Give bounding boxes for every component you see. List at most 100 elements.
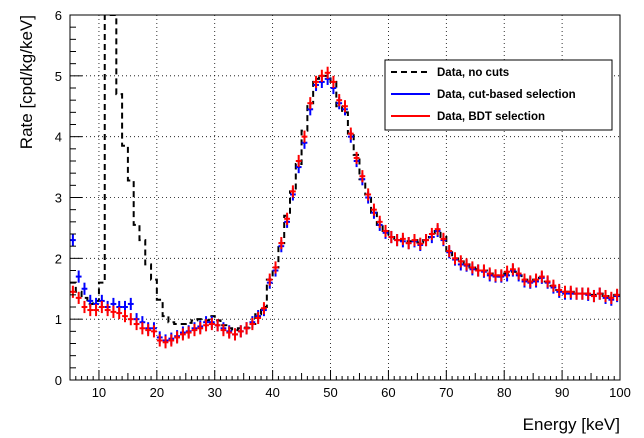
series-bdt-point xyxy=(608,291,615,304)
series-bdt-point xyxy=(301,130,308,143)
series-bdt-point xyxy=(544,275,551,288)
series-bdt-point xyxy=(261,302,267,315)
series-bdt-point xyxy=(452,252,458,265)
series-bdt-point xyxy=(585,287,592,300)
series-cut-based-point xyxy=(70,234,76,247)
series-bdt-point xyxy=(122,310,128,323)
series-bdt-point xyxy=(573,287,580,300)
series-bdt-point xyxy=(295,154,302,168)
series-bdt-point xyxy=(156,334,163,347)
series-bdt-point xyxy=(556,283,563,297)
x-tick-label: 30 xyxy=(208,385,222,400)
series-bdt-point xyxy=(562,285,568,298)
series-bdt-point xyxy=(342,100,348,113)
series-bdt-point xyxy=(70,285,76,298)
series-bdt-point xyxy=(151,325,157,338)
series-bdt-point xyxy=(492,269,499,282)
series-cut-based-point xyxy=(75,270,82,283)
series-bdt-point xyxy=(278,237,285,250)
series-bdt-point xyxy=(359,170,366,183)
series-bdt-point xyxy=(318,69,325,82)
series-bdt-point xyxy=(371,203,377,216)
y-tick-label: 2 xyxy=(55,251,62,266)
series-bdt-point xyxy=(579,287,586,300)
series-bdt-point xyxy=(255,311,262,325)
series-bdt-point xyxy=(434,223,441,236)
y-tick-label: 1 xyxy=(55,312,62,327)
series-cut-based-point xyxy=(81,282,88,295)
series-bdt-point xyxy=(527,275,534,288)
series-bdt-point xyxy=(405,237,412,250)
series-bdt-point xyxy=(93,303,99,317)
series-bdt-point xyxy=(203,319,209,332)
series-bdt-point xyxy=(243,322,250,335)
series-bdt-point xyxy=(214,319,221,332)
x-tick-label: 90 xyxy=(555,385,569,400)
series-bdt-point xyxy=(208,317,215,331)
y-tick-label: 3 xyxy=(55,191,62,206)
series-bdt-point xyxy=(550,279,557,292)
x-tick-label: 60 xyxy=(381,385,395,400)
x-tick-label: 80 xyxy=(497,385,511,400)
series-bdt-point xyxy=(174,331,180,344)
y-tick-label: 6 xyxy=(55,8,62,23)
series-bdt-point xyxy=(145,324,152,337)
x-tick-label: 100 xyxy=(609,385,631,400)
series-bdt-point xyxy=(596,287,603,300)
series-bdt-group xyxy=(70,66,620,349)
series-bdt-point xyxy=(428,227,435,241)
y-axis-label: Rate [cpd/kg/keV] xyxy=(17,15,36,149)
x-tick-label: 50 xyxy=(323,385,337,400)
series-no-cuts-line xyxy=(70,15,620,332)
series-bdt-point xyxy=(515,267,522,280)
series-bdt-point xyxy=(139,322,146,335)
series-bdt-point xyxy=(330,75,337,88)
x-tick-label: 20 xyxy=(150,385,164,400)
legend-label-bdt: Data, BDT selection xyxy=(437,111,545,123)
series-bdt-point xyxy=(510,263,516,276)
axis-ticks xyxy=(69,14,621,381)
series-bdt-point xyxy=(347,127,354,140)
series-bdt-point xyxy=(394,234,400,247)
series-bdt-point xyxy=(481,264,487,277)
series-bdt-point xyxy=(336,94,343,107)
series-bdt-point xyxy=(463,258,470,271)
series-bdt-point xyxy=(191,324,198,337)
x-tick-label: 40 xyxy=(265,385,279,400)
y-tick-label: 0 xyxy=(55,373,62,388)
x-tick-label: 70 xyxy=(439,385,453,400)
series-bdt-point xyxy=(382,224,389,238)
series-bdt-point xyxy=(475,264,482,277)
series-bdt-point xyxy=(423,234,429,247)
series-bdt-point xyxy=(388,230,395,244)
series-bdt-point xyxy=(220,324,227,337)
series-bdt-point xyxy=(168,334,175,347)
series-layer xyxy=(70,15,620,349)
x-tick-label: 10 xyxy=(92,385,106,400)
series-bdt-point xyxy=(127,313,134,326)
series-bdt-point xyxy=(504,265,510,278)
series-bdt-point xyxy=(98,300,105,314)
series-bdt-point xyxy=(249,317,256,331)
series-bdt-point xyxy=(197,322,204,335)
series-bdt-point xyxy=(486,267,493,280)
series-cut-based-point xyxy=(127,297,134,311)
series-bdt-point xyxy=(104,303,111,317)
series-bdt-point xyxy=(87,303,94,317)
series-bdt-point xyxy=(290,185,296,198)
series-bdt-point xyxy=(266,273,273,286)
series-bdt-point xyxy=(521,273,528,286)
series-bdt-point xyxy=(440,232,447,245)
series-bdt-point xyxy=(110,305,117,318)
series-bdt-point xyxy=(226,326,233,339)
series-bdt-point xyxy=(75,291,82,304)
y-tick-label: 4 xyxy=(55,130,62,145)
series-bdt-point xyxy=(272,261,279,274)
series-bdt-point xyxy=(538,270,545,283)
series-bdt-point xyxy=(417,237,424,250)
series-bdt-point xyxy=(180,328,186,341)
series-bdt-point xyxy=(353,151,360,165)
series-bdt-point xyxy=(133,317,140,331)
series-bdt-point xyxy=(237,325,244,338)
